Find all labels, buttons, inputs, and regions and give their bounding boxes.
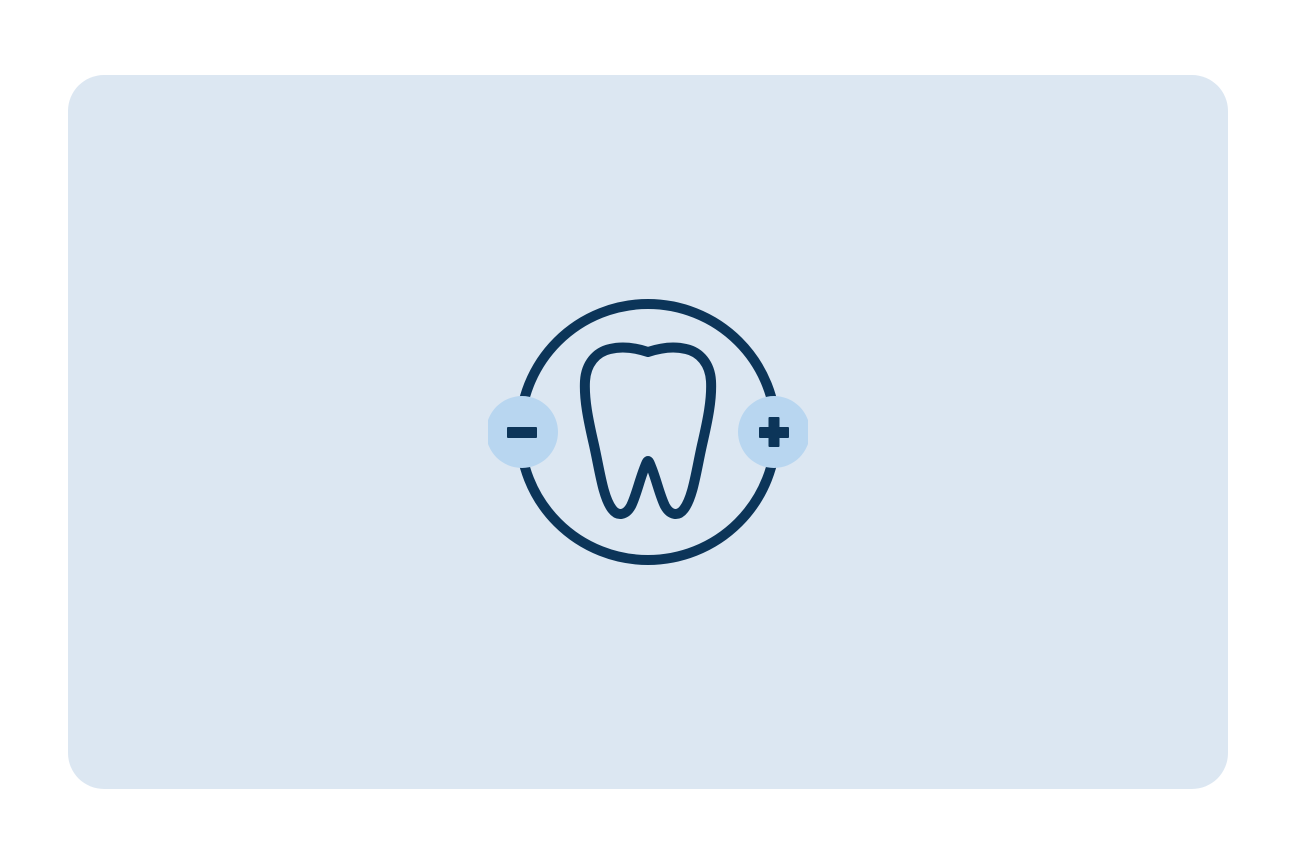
tooth-zoom-icon xyxy=(488,297,808,567)
tooth-zoom-svg xyxy=(488,297,808,567)
tooth-icon xyxy=(585,348,711,514)
minus-badge xyxy=(488,396,558,468)
card-panel xyxy=(68,75,1228,789)
plus-badge xyxy=(738,396,808,468)
minus-icon xyxy=(507,427,537,438)
plus-icon-v xyxy=(769,417,780,447)
outer-circle xyxy=(520,304,776,560)
